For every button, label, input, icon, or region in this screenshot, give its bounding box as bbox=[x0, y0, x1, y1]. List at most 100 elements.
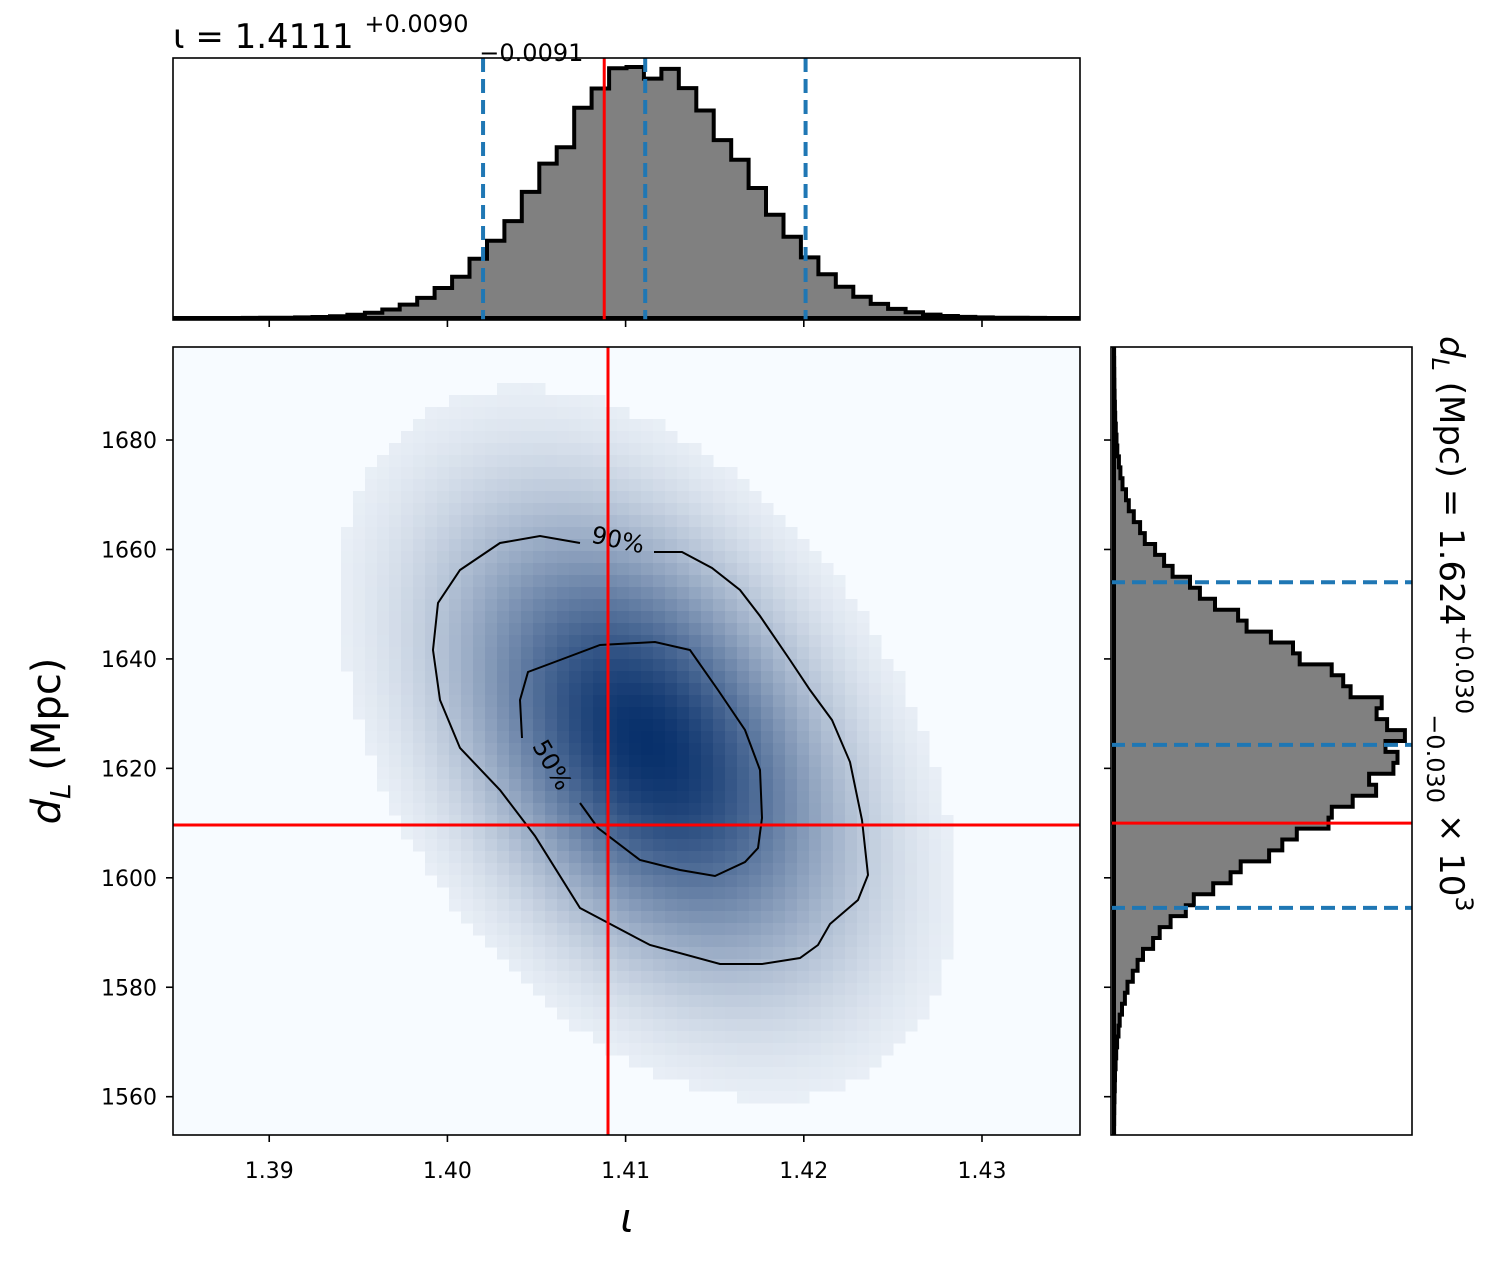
heatmap-cell bbox=[437, 467, 450, 480]
heatmap-cell bbox=[773, 899, 786, 912]
heatmap-cell bbox=[689, 515, 702, 528]
heatmap-cell bbox=[437, 875, 450, 888]
heatmap-cell bbox=[701, 803, 714, 816]
heatmap-cell bbox=[653, 527, 666, 540]
heatmap-cell bbox=[653, 671, 666, 684]
heatmap-cell bbox=[809, 587, 822, 600]
top-x-ticks bbox=[268, 320, 983, 327]
heatmap-cell bbox=[521, 755, 534, 768]
heatmap-cell bbox=[677, 1031, 690, 1044]
heatmap-cell bbox=[425, 587, 438, 600]
heatmap-cell bbox=[737, 551, 750, 564]
heatmap-cell bbox=[905, 719, 918, 732]
heatmap-cell bbox=[845, 1055, 858, 1068]
heatmap-cell bbox=[377, 551, 390, 564]
heatmap-cell bbox=[497, 875, 510, 888]
heatmap-cell bbox=[905, 743, 918, 756]
heatmap-cell bbox=[473, 911, 486, 924]
heatmap-cell bbox=[713, 719, 726, 732]
heatmap-cell bbox=[701, 767, 714, 780]
heatmap-cell bbox=[365, 539, 378, 552]
heatmap-cell bbox=[641, 911, 654, 924]
heatmap-cell bbox=[809, 575, 822, 588]
heatmap-cell bbox=[365, 563, 378, 576]
heatmap-cell bbox=[629, 1043, 642, 1056]
heatmap-cell bbox=[401, 539, 414, 552]
heatmap-cell bbox=[713, 755, 726, 768]
heatmap-cell bbox=[545, 491, 558, 504]
heatmap-cell bbox=[905, 779, 918, 792]
heatmap-cell bbox=[701, 899, 714, 912]
heatmap-cell bbox=[809, 863, 822, 876]
heatmap-cell bbox=[581, 623, 594, 636]
heatmap-cell bbox=[617, 611, 630, 624]
heatmap-cell bbox=[665, 851, 678, 864]
heatmap-cell bbox=[785, 887, 798, 900]
heatmap-cell bbox=[557, 839, 570, 852]
heatmap-cell bbox=[533, 851, 546, 864]
heatmap-cell bbox=[557, 923, 570, 936]
heatmap-cell bbox=[425, 467, 438, 480]
heatmap-cell bbox=[797, 1079, 810, 1092]
heatmap-cell bbox=[569, 827, 582, 840]
heatmap-cell bbox=[701, 839, 714, 852]
heatmap-cell bbox=[689, 635, 702, 648]
heatmap-cell bbox=[641, 923, 654, 936]
heatmap-cell bbox=[785, 995, 798, 1008]
heatmap-cell bbox=[557, 551, 570, 564]
heatmap-cell bbox=[821, 827, 834, 840]
heatmap-cell bbox=[905, 971, 918, 984]
heatmap-cell bbox=[653, 827, 666, 840]
heatmap-cell bbox=[461, 527, 474, 540]
heatmap-cell bbox=[449, 407, 462, 420]
heatmap-cell bbox=[749, 695, 762, 708]
heatmap-cell bbox=[665, 491, 678, 504]
heatmap-cell bbox=[929, 899, 942, 912]
heatmap-cell bbox=[509, 587, 522, 600]
heatmap-cell bbox=[437, 527, 450, 540]
heatmap-cell bbox=[425, 707, 438, 720]
heatmap-cell bbox=[761, 899, 774, 912]
heatmap-cell bbox=[437, 731, 450, 744]
heatmap-cell bbox=[905, 1007, 918, 1020]
heatmap-cell bbox=[629, 803, 642, 816]
heatmap-cell bbox=[629, 827, 642, 840]
heatmap-cell bbox=[341, 611, 354, 624]
heatmap-cell bbox=[509, 851, 522, 864]
heatmap-cell bbox=[581, 887, 594, 900]
heatmap-cell bbox=[521, 791, 534, 804]
heatmap-cell bbox=[509, 863, 522, 876]
heatmap-cell bbox=[449, 467, 462, 480]
heatmap-cell bbox=[941, 839, 954, 852]
density-heatmap bbox=[173, 347, 1080, 1135]
heatmap-cell bbox=[413, 707, 426, 720]
heatmap-cell bbox=[401, 827, 414, 840]
heatmap-cell bbox=[377, 647, 390, 660]
heatmap-cell bbox=[461, 743, 474, 756]
heatmap-cell bbox=[893, 743, 906, 756]
heatmap-cell bbox=[845, 803, 858, 816]
heatmap-cell bbox=[617, 671, 630, 684]
heatmap-cell bbox=[749, 863, 762, 876]
heatmap-cell bbox=[569, 407, 582, 420]
heatmap-cell bbox=[761, 599, 774, 612]
heatmap-cell bbox=[737, 479, 750, 492]
heatmap-cell bbox=[521, 527, 534, 540]
heatmap-cell bbox=[785, 1031, 798, 1044]
heatmap-cell bbox=[641, 899, 654, 912]
heatmap-cell bbox=[509, 479, 522, 492]
heatmap-cell bbox=[569, 707, 582, 720]
heatmap-cell bbox=[749, 959, 762, 972]
heatmap-cell bbox=[581, 407, 594, 420]
heatmap-cell bbox=[413, 827, 426, 840]
heatmap-cell bbox=[725, 779, 738, 792]
heatmap-cell bbox=[377, 683, 390, 696]
heatmap-cell bbox=[725, 887, 738, 900]
heatmap-cell bbox=[473, 479, 486, 492]
heatmap-cell bbox=[749, 647, 762, 660]
heatmap-cell bbox=[689, 731, 702, 744]
heatmap-cell bbox=[557, 983, 570, 996]
heatmap-cell bbox=[641, 611, 654, 624]
heatmap-cell bbox=[581, 743, 594, 756]
heatmap-cell bbox=[569, 971, 582, 984]
